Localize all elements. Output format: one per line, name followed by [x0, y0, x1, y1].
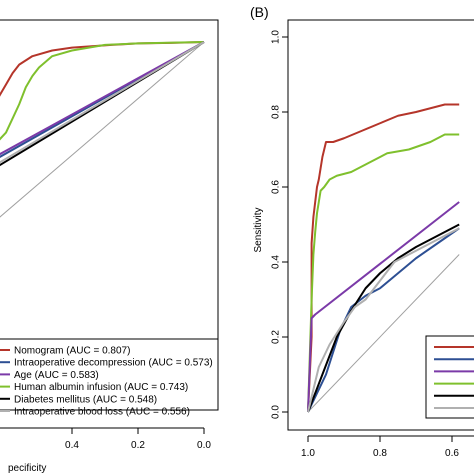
panel-b-curve-0 [307, 103, 460, 413]
panel-b-label: (B) [250, 4, 269, 20]
panel-b-x-tick-label: 0.8 [373, 448, 387, 459]
legend-label-intraoperative-blood-loss: Intraoperative blood loss (AUC = 0.556) [14, 407, 190, 418]
panel-b-y-axis-label: Sensitivity [253, 207, 264, 252]
panel-b-curve-3 [307, 227, 460, 413]
panel-b-curve-2 [307, 201, 460, 413]
panel-b-reference-line [307, 254, 460, 413]
panel-a-curve-human-albumin-infusion [0, 41, 205, 141]
panel-b-x-tick-label: 1.0 [301, 448, 315, 459]
panel-b-y-tick-label: 0.4 [271, 255, 282, 269]
panel-b-y-axis: 0.0 0.2 0.4 0.6 0.8 1.0 [271, 30, 288, 419]
legend-label-age: Age (AUC = 0.583) [14, 370, 99, 381]
panel-a-reference-line [0, 41, 205, 218]
panel-a-plot [0, 41, 205, 218]
legend-label-intraoperative-decompression: Intraoperative decompression (AUC = 0.57… [14, 358, 213, 369]
panel-a-x-tick-label: 0.0 [197, 440, 211, 451]
panel-b-curve-4 [307, 223, 460, 413]
panel-a-x-axis: 0.4 0.2 0.0 [0, 427, 211, 451]
panel-b-legend [425, 335, 474, 419]
legend-label-nomogram: Nomogram (AUC = 0.807) [14, 346, 130, 357]
panel-a-legend: Nomogram (AUC = 0.807)Intraoperative dec… [0, 338, 218, 418]
panel-a-frame [0, 19, 219, 411]
panel-a-x-tick-label: 0.2 [131, 440, 145, 451]
panel-b-frame [287, 19, 474, 431]
panel-a-curve-age [0, 41, 205, 156]
legend-label-diabetes-mellitus: Diabetes mellitus (AUC = 0.548) [14, 394, 157, 405]
legend-label-human-albumin-infusion: Human albumin infusion (AUC = 0.743) [14, 382, 188, 393]
panel-a: Nomogram (AUC = 0.807)Intraoperative dec… [0, 19, 219, 474]
panel-b-plot [307, 103, 460, 413]
panel-b-curve-5 [307, 227, 460, 413]
panel-b: (B) 0.00.20.40.60.81.0 Sensitivity 1.0 0.… [250, 4, 474, 459]
panel-b-y-tick-label: 0.0 [271, 405, 282, 419]
panel-b-legend-box [425, 335, 474, 419]
panel-b-y-tick-label: 0.6 [271, 180, 282, 194]
panel-b-x-axis: 1.0 0.8 0.6 [301, 435, 474, 459]
panel-a-x-axis-label: pecificity [8, 463, 46, 474]
panel-b-y-tick-label: 1.0 [271, 30, 282, 44]
panel-a-x-tick-label: 0.4 [65, 440, 79, 451]
panel-b-curve-1 [307, 133, 460, 413]
panel-b-y-tick-label: 0.8 [271, 105, 282, 119]
panel-a-curve-intraoperative-blood-loss [0, 41, 205, 164]
panel-b-y-tick-label: 0.2 [271, 330, 282, 344]
panel-b-x-tick-label: 0.6 [445, 448, 459, 459]
